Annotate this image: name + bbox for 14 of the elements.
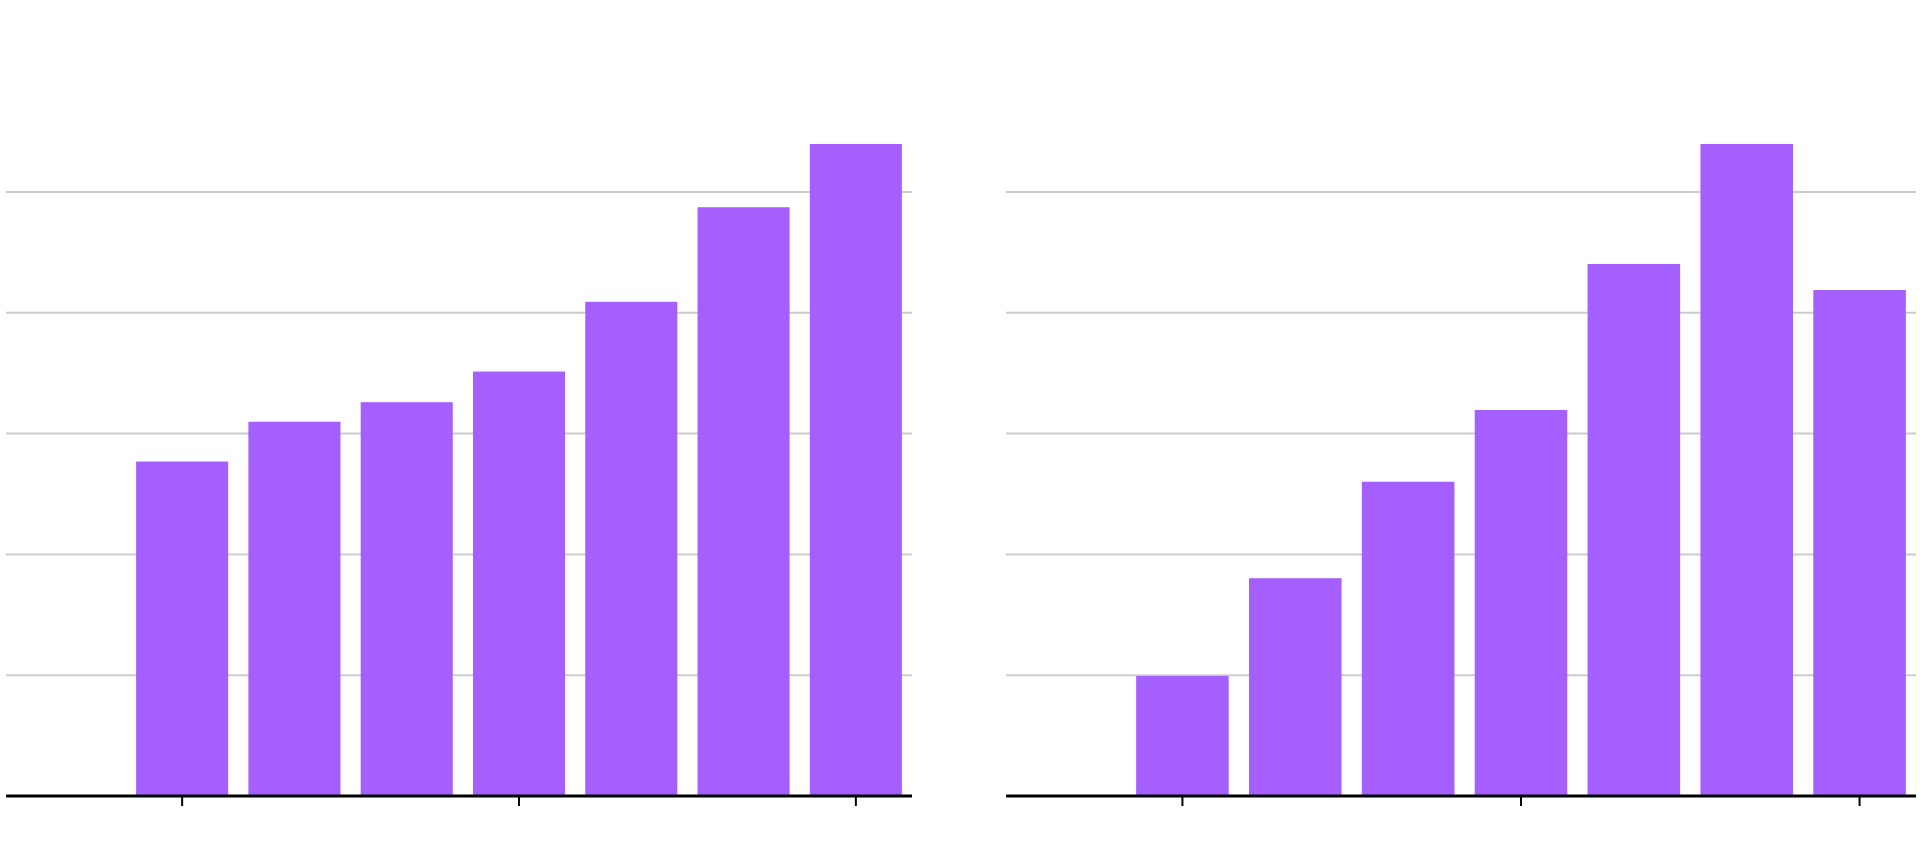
bar xyxy=(136,461,229,796)
bar xyxy=(1813,290,1906,796)
bar xyxy=(809,144,902,796)
bar xyxy=(1587,263,1681,796)
bar xyxy=(472,371,566,796)
bar xyxy=(1361,481,1455,796)
bar xyxy=(1136,676,1229,796)
bar xyxy=(585,301,678,796)
bar xyxy=(360,402,453,796)
bar xyxy=(1474,410,1568,796)
bar xyxy=(248,421,341,796)
bar xyxy=(1700,144,1793,796)
bar xyxy=(697,207,790,796)
bar xyxy=(1249,578,1342,796)
